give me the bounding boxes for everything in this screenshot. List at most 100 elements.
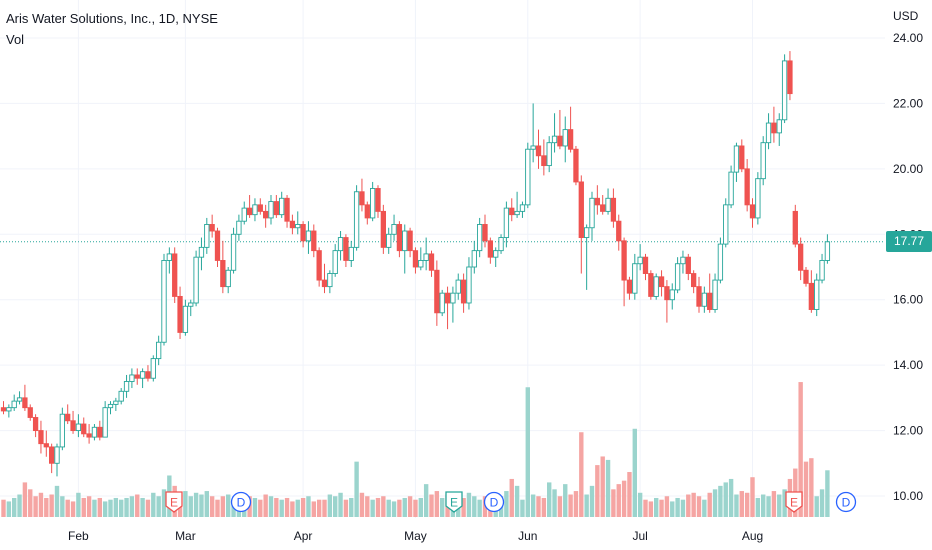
volume-bar [413, 499, 418, 517]
candle-body [610, 197, 617, 222]
event-letter: D [842, 496, 851, 510]
candle-body [32, 417, 39, 432]
volume-label[interactable]: Vol [6, 32, 25, 47]
candle-body [145, 371, 151, 379]
candle-body [819, 260, 825, 281]
volume-bar [563, 484, 568, 517]
volume-bar [86, 496, 92, 517]
time-axis[interactable]: Feb Mar Apr May Jun Jul Aug [68, 529, 763, 543]
volume-bar [220, 496, 226, 517]
candle-body [803, 269, 809, 284]
month-label: Jun [518, 529, 537, 543]
symbol-title[interactable]: Aris Water Solutions, Inc., 1D, NYSE [6, 11, 218, 26]
candle-body [562, 129, 568, 147]
earnings-marker[interactable]: E [445, 491, 463, 513]
candle-body [744, 168, 750, 206]
candle-body [182, 305, 189, 333]
volume-bar [284, 497, 290, 517]
candle-body [22, 397, 28, 409]
volume-bar [252, 497, 258, 517]
candle-body [27, 407, 33, 418]
candle-body [59, 413, 66, 448]
candle-body [557, 135, 563, 147]
earnings-marker[interactable]: E [785, 491, 803, 513]
candle-body [102, 407, 108, 438]
candle-body [691, 273, 697, 288]
dividend-marker[interactable]: D [230, 491, 252, 513]
candle-body [674, 263, 681, 291]
volume-bar [600, 456, 605, 517]
volume-bar [825, 470, 830, 517]
candle-body [776, 119, 782, 134]
dividend-marker[interactable]: D [483, 491, 505, 513]
volume-bar [696, 496, 702, 517]
candle-body [477, 224, 483, 252]
event-letter: E [790, 496, 798, 510]
volume-bar [92, 499, 97, 517]
candle-body [632, 263, 638, 294]
volume-bar [771, 491, 777, 517]
candle-body [279, 197, 285, 216]
candle-body [337, 237, 344, 252]
volume-bar [509, 478, 514, 517]
candle-body [728, 171, 734, 206]
volume-bar [728, 478, 734, 517]
volume-bar [605, 459, 611, 517]
price-tick-label: 10.00 [893, 489, 923, 503]
volume-bar [28, 489, 33, 517]
candle-body [664, 286, 670, 301]
volume-bar [761, 494, 766, 517]
candle-body [91, 426, 98, 438]
candle-body [268, 201, 274, 219]
candle-body [209, 224, 215, 232]
volume-bar [397, 499, 402, 517]
volume-bar [423, 484, 429, 517]
volume-bar [637, 492, 643, 517]
candle-body [749, 204, 756, 219]
candle-body [236, 220, 242, 235]
volume-bar [290, 501, 295, 517]
candle-body [252, 204, 258, 216]
volume-bar [81, 497, 86, 517]
candle-body [439, 292, 445, 314]
candle-body [519, 204, 526, 212]
volume-bar [670, 501, 675, 517]
dividend-marker[interactable]: D [835, 491, 857, 513]
candle-body [621, 240, 627, 281]
candle-body [600, 204, 606, 212]
volume-bar [461, 497, 466, 517]
volume-bar [702, 499, 707, 517]
volume-bar [568, 494, 573, 517]
volume-bar [541, 497, 547, 517]
volume-bar [750, 477, 755, 517]
volume-bar [359, 492, 365, 517]
volume-bar [161, 489, 167, 517]
candle-body [172, 253, 178, 297]
volume-bar [188, 496, 193, 517]
earnings-marker[interactable]: E [165, 491, 183, 513]
volume-bar [504, 491, 509, 517]
volume-bar [595, 465, 600, 517]
candle-body [332, 250, 338, 274]
volume-bar [263, 494, 268, 517]
candle-body [257, 204, 263, 212]
volume-bar [327, 494, 333, 517]
candle-body [755, 178, 761, 219]
candle-body [455, 279, 461, 294]
candle-body [434, 269, 440, 314]
volume-bar [723, 482, 728, 517]
candle-body [113, 400, 119, 405]
candle-body [263, 210, 269, 219]
volume-bar [338, 492, 343, 517]
currency-label: USD [893, 9, 919, 23]
candle-body [781, 60, 788, 121]
price-axis[interactable]: 24.0022.0020.0018.0016.0014.0012.0010.00… [893, 9, 923, 503]
current-price-badge: 17.77 [886, 231, 932, 253]
candle-body [316, 250, 322, 281]
candle-body [428, 253, 435, 271]
volume-bar [135, 494, 140, 517]
volume-bar [60, 496, 65, 517]
volume-bar [33, 496, 38, 517]
